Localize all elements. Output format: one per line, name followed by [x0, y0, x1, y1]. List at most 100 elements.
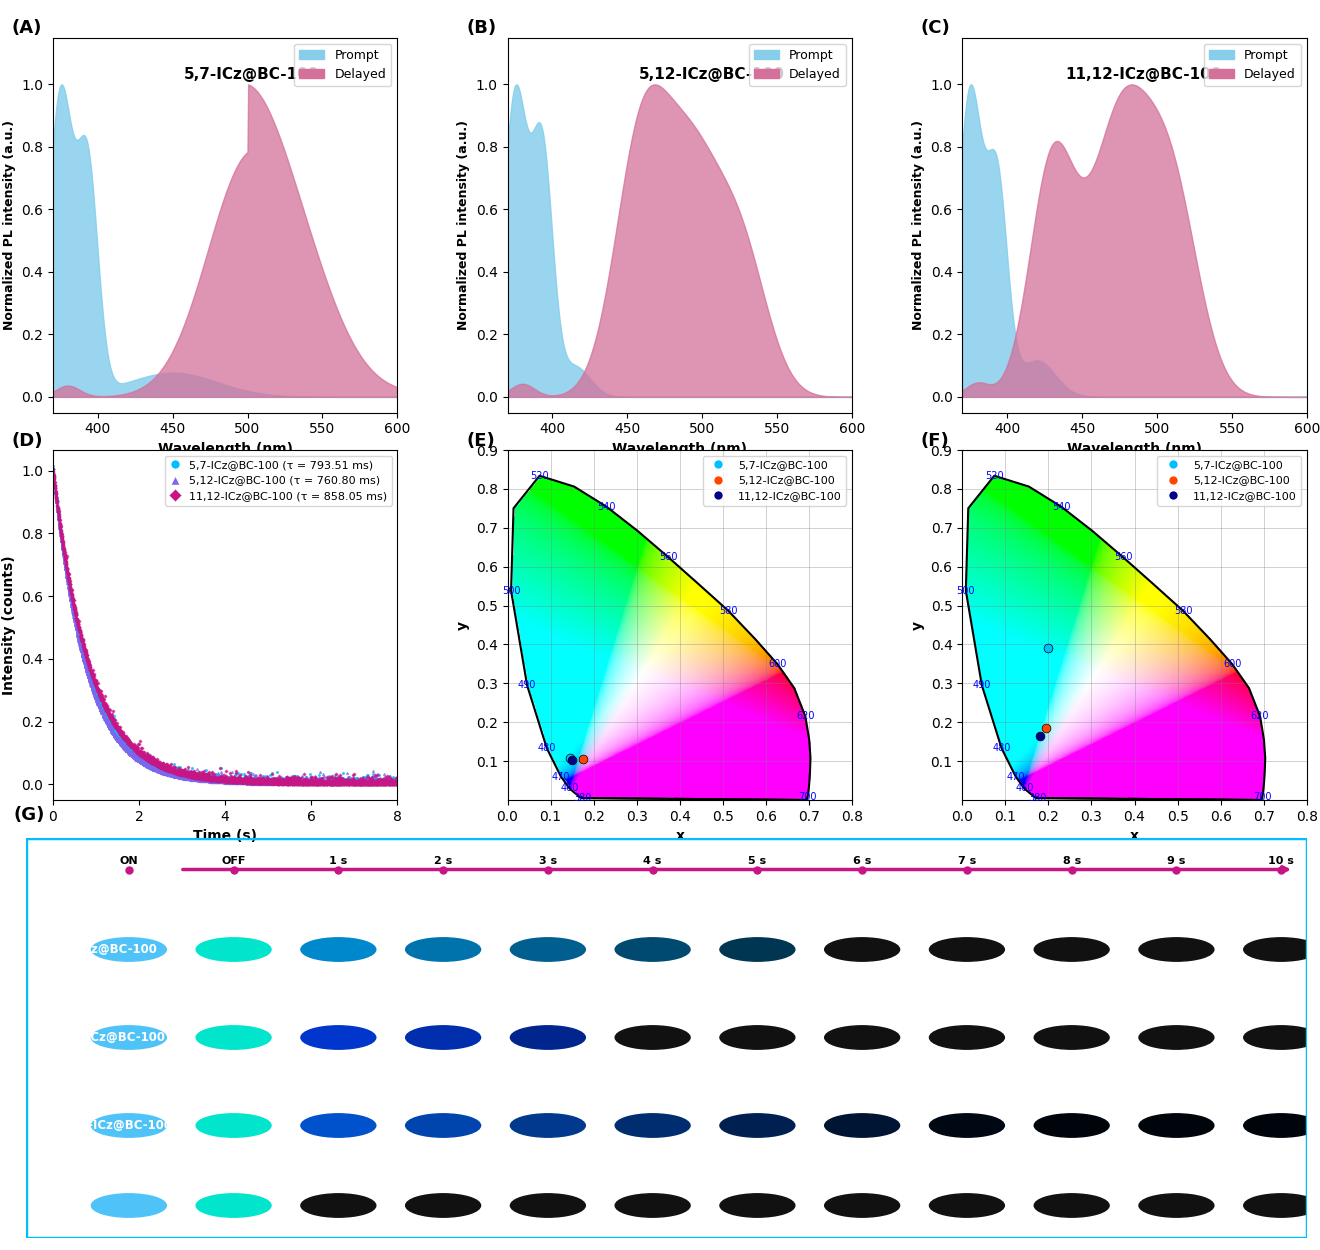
Point: [69, 632, 90, 652]
Point: [139, 751, 160, 771]
Point: [51, 535, 73, 555]
Point: [360, 774, 381, 794]
Point: [166, 762, 187, 782]
Point: [194, 769, 215, 789]
Point: [219, 770, 240, 790]
Point: [218, 771, 239, 791]
Point: [137, 750, 158, 770]
Point: [82, 681, 103, 701]
Point: [321, 774, 342, 794]
Point: [129, 745, 150, 765]
Point: [191, 769, 213, 789]
Point: [190, 769, 211, 789]
Point: [116, 731, 137, 751]
Point: [197, 771, 218, 791]
Point: [57, 566, 78, 586]
Point: [318, 774, 339, 794]
Point: [147, 755, 168, 775]
Point: [111, 724, 132, 744]
Point: [140, 756, 161, 776]
Point: [161, 761, 182, 781]
Point: [120, 742, 141, 762]
Point: [381, 774, 403, 794]
Point: [90, 699, 111, 719]
Point: [121, 741, 143, 761]
Point: [94, 701, 115, 721]
Point: [355, 774, 376, 794]
Point: [106, 715, 127, 735]
Point: [319, 772, 341, 792]
Point: [117, 732, 139, 752]
Point: [70, 636, 91, 656]
Point: [201, 770, 222, 790]
Point: [124, 740, 145, 760]
Point: [366, 771, 387, 791]
Point: [228, 772, 249, 792]
Point: [102, 710, 123, 730]
Point: [148, 758, 169, 778]
Point: [376, 774, 397, 794]
Point: [363, 774, 384, 794]
Point: [193, 770, 214, 790]
Point: [273, 772, 294, 792]
Point: [46, 488, 67, 508]
Point: [228, 771, 249, 791]
Point: [100, 716, 121, 736]
Point: [51, 531, 73, 551]
Point: [326, 774, 347, 794]
Point: [127, 741, 148, 761]
Point: [129, 748, 150, 768]
Point: [131, 752, 152, 772]
Point: [285, 772, 306, 792]
Point: [313, 770, 334, 790]
Point: [145, 759, 166, 779]
Point: [131, 745, 152, 765]
Point: [343, 774, 364, 794]
Point: [115, 735, 136, 755]
Point: [346, 774, 367, 794]
Point: [67, 628, 88, 648]
Point: [387, 772, 408, 792]
Point: [236, 772, 257, 792]
Point: [157, 764, 178, 784]
Point: [232, 771, 253, 791]
Point: [84, 684, 106, 704]
Point: [359, 774, 380, 794]
Point: [222, 769, 243, 789]
Point: [66, 619, 87, 639]
Point: [92, 706, 114, 726]
Point: [193, 768, 214, 788]
Point: [160, 759, 181, 779]
Point: [309, 774, 330, 794]
Point: [243, 774, 264, 794]
Point: [211, 771, 232, 791]
Point: [362, 772, 383, 792]
Point: [255, 772, 276, 792]
Point: [249, 771, 271, 791]
Point: [223, 771, 244, 791]
Point: [148, 756, 169, 776]
Point: [346, 772, 367, 792]
Point: [317, 768, 338, 788]
Point: [123, 736, 144, 756]
Point: [54, 550, 75, 570]
Point: [94, 686, 115, 706]
Point: [230, 769, 251, 789]
Point: [209, 770, 230, 790]
Point: [284, 771, 305, 791]
Point: [327, 771, 348, 791]
Point: [304, 771, 325, 791]
Point: [331, 772, 352, 792]
Point: [251, 771, 272, 791]
Point: [284, 774, 305, 794]
Point: [84, 672, 106, 692]
Point: [104, 716, 125, 736]
Point: [82, 660, 103, 680]
Point: [359, 774, 380, 794]
Point: [248, 772, 269, 792]
Point: [195, 770, 216, 790]
Point: [244, 772, 265, 792]
Point: [161, 764, 182, 784]
Point: [249, 768, 271, 788]
Point: [360, 772, 381, 792]
